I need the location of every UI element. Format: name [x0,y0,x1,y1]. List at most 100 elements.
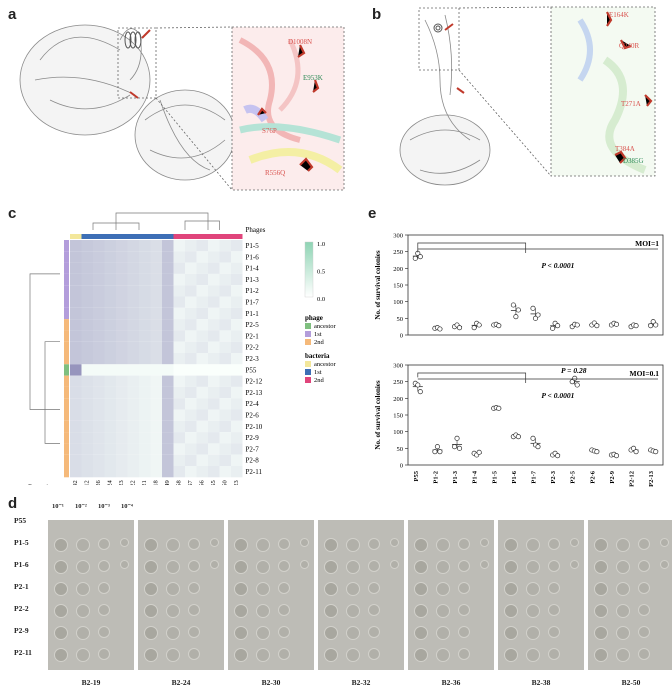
data-point [434,444,440,450]
heatmap-cell [81,443,93,455]
plaque-spot [594,604,608,618]
heatmap-row-label: P2-13 [246,389,263,397]
heatmap-cell [185,307,197,320]
plaque-spot [98,538,110,550]
plaque-spot [638,626,650,638]
data-point [594,449,600,455]
heatmap-cell [139,330,151,342]
legend-label: 1st [314,331,322,338]
heatmap-cell [81,386,93,399]
heatmap-cell [196,454,208,466]
data-point [456,445,463,451]
heatmap-cell [219,353,231,365]
heatmap-cell [139,386,151,399]
heatmap-cell [81,262,93,274]
heatmap-cell [127,262,139,274]
x-tick-label: P2-6 [589,470,596,483]
heatmap-cell [185,285,197,297]
plaque-spot [144,538,158,552]
data-point [532,315,539,321]
heatmap-cell [139,466,151,478]
data-point [535,444,541,450]
plaque-spot [548,604,560,616]
heatmap-cell [81,240,93,252]
heatmap-cell [104,341,116,353]
heatmap-cell [70,307,82,320]
heatmap-cell [162,307,174,320]
plaque-spot [256,538,270,552]
panel-letter-b: b [372,6,382,23]
phage-annotation-cell [64,375,69,387]
heatmap-cell [196,364,208,376]
plaque-spot [278,648,290,660]
dilution-label: 10⁻³ [98,503,110,510]
bacteria-annotation-cell [70,234,82,239]
heatmap-cell [208,454,220,466]
plate-label: B2-38 [531,678,551,687]
chart-title: MOI=0.1 [630,369,660,378]
heatmap-cell [139,262,151,274]
plaque-spot [54,560,68,574]
heatmap-cell [231,443,243,455]
heatmap-cell [81,409,93,421]
heatmap-cell [219,307,231,320]
plaque-spot [256,604,270,618]
plaque-spot [616,648,630,662]
heatmap-cell [81,319,93,331]
heatmap-cell [208,398,220,410]
heatmap: P1-5 P1-6 P1-4 P1-3 P1-2 P1-7 P1-1 P2-5 P2-1 P2-2… [28,212,336,485]
heatmap-cell [162,386,174,399]
heatmap-cell [208,386,220,399]
heatmap-cell [150,319,162,331]
heatmap-col-label: B2-23 [233,480,240,485]
heatmap-cell [104,398,116,410]
panel-letter-a: a [8,6,17,23]
heatmap-cell [162,273,174,286]
heatmap-cell [93,273,105,286]
bacteria-annotation-cell [196,234,208,239]
heatmap-cell [219,319,231,331]
plaque-spot [436,582,450,596]
plaque-spot [504,582,518,596]
mutation-label-t271a: T271A [621,100,641,108]
heatmap-row-label: P1-4 [246,265,260,273]
heatmap-cell [185,375,197,387]
plaque-spot [480,560,489,569]
data-point [476,322,482,328]
y-tick-label: 0 [400,333,403,340]
plaque-spot [526,582,540,596]
plaque-spot [98,604,110,616]
heatmap-cell [173,375,185,387]
bacteria-annotation-cell [127,234,139,239]
heatmap-cell [93,330,105,342]
data-point [633,323,639,329]
heatmap-col-label: B2-55 [210,480,217,485]
heatmap-cell [231,432,243,444]
phage-annotation-cell [64,319,69,331]
heatmap-cell [219,341,231,353]
data-point [515,434,521,440]
plaque-spot [458,648,470,660]
heatmap-cell [196,386,208,399]
heatmap-row-label: P2-11 [246,468,263,476]
plaque-spot [346,604,360,618]
heatmap-cell [127,466,139,478]
heatmap-cell [116,466,128,478]
dilution-label: 10⁻⁴ [121,503,133,510]
heatmap-cell [127,330,139,342]
heatmap-cell [185,432,197,444]
heatmap-cell [93,307,105,320]
heatmap-cell [208,341,220,353]
heatmap-cell [127,251,139,263]
heatmap-cell [173,296,185,308]
plaque-spot [188,560,200,572]
heatmap-cell [150,273,162,286]
heatmap-cell [139,296,151,308]
y-tick-label: 50 [397,316,404,323]
heatmap-cell [219,386,231,399]
plaque-spot [54,604,68,618]
heatmap-cell [70,386,82,399]
heatmap-cell [116,364,128,376]
plaque-spot [166,538,180,552]
plaque-spot [368,648,380,660]
